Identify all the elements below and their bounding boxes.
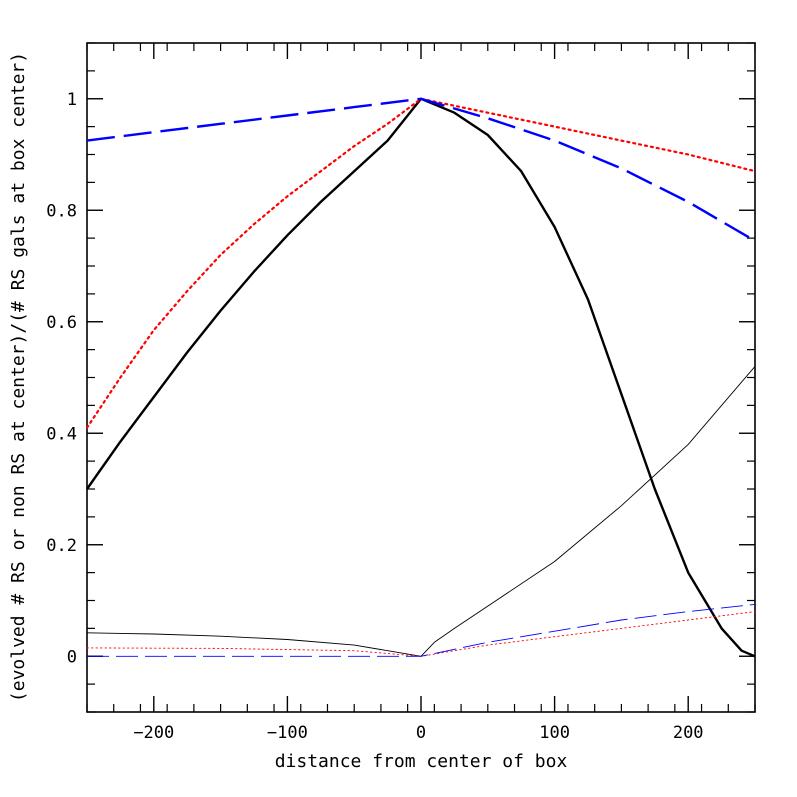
x-tick-label: −200 [133,723,174,743]
series-line-6 [87,603,756,657]
series-line-1 [86,97,756,658]
major-ticks [87,43,755,712]
y-tick-label: 0.6 [46,313,77,333]
tick-labels: −200 −100 0 100 200 0 0.2 0.4 0.6 0.8 1 [46,90,703,743]
plot-frame [86,42,756,713]
x-tick-label: 0 [416,723,426,743]
x-tick-label: 200 [673,723,704,743]
y-tick-label: 0.4 [46,424,77,444]
y-tick-label: 0.2 [46,536,77,556]
series-layer [85,97,757,658]
y-tick-label: 1 [67,90,77,110]
x-axis-label: distance from center of box [275,751,568,772]
x-tick-label: −100 [267,723,308,743]
y-axis-label: (evolved # RS or non RS at center)/(# RS… [8,52,29,702]
minor-ticks [86,42,756,713]
series-line-4 [86,366,756,657]
series-line-3 [86,97,756,242]
y-tick-label: 0.8 [46,201,77,221]
series-line-2 [85,97,757,429]
x-tick-label: 100 [539,723,570,743]
y-tick-label: 0 [67,647,77,667]
series-line-5 [86,611,756,657]
